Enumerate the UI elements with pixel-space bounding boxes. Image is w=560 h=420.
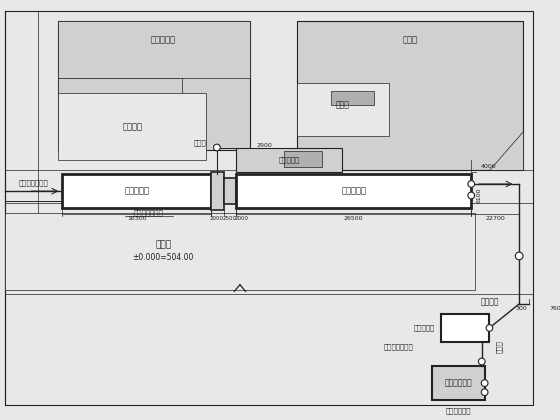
Circle shape (481, 380, 488, 386)
Bar (58, 21, 250, 150)
Text: 2000: 2000 (235, 216, 249, 221)
Text: 进水管（废水）: 进水管（废水） (134, 209, 164, 215)
Text: 新建风机房: 新建风机房 (278, 157, 300, 163)
Text: 6100: 6100 (477, 188, 482, 203)
Text: 4000: 4000 (480, 164, 496, 169)
Bar (58, 21, 250, 79)
Circle shape (468, 192, 474, 199)
Circle shape (481, 389, 488, 396)
Circle shape (213, 144, 220, 151)
Circle shape (515, 252, 523, 260)
Text: 接入市政管网: 接入市政管网 (446, 407, 471, 414)
Bar (331, 91, 374, 105)
Text: 溢流管: 溢流管 (496, 341, 502, 354)
Text: 2500: 2500 (222, 216, 236, 221)
Text: 新建化粪池: 新建化粪池 (124, 186, 150, 196)
Bar (441, 313, 489, 342)
Circle shape (478, 358, 485, 365)
Text: 16300: 16300 (127, 216, 147, 221)
Text: 放射科: 放射科 (335, 101, 349, 110)
Text: 厕所内站: 厕所内站 (480, 297, 499, 307)
Bar (5, 213, 475, 289)
Bar (297, 83, 389, 136)
Bar (236, 147, 342, 173)
Text: 原污水处理站: 原污水处理站 (445, 378, 472, 388)
Text: 300: 300 (515, 306, 527, 311)
Text: 进水管（污水）: 进水管（污水） (18, 179, 49, 186)
Bar (432, 366, 484, 400)
Circle shape (486, 325, 493, 331)
Text: 溢流管: 溢流管 (193, 139, 206, 146)
Text: 保健助用房: 保健助用房 (151, 36, 176, 45)
Bar (297, 21, 523, 170)
Text: 新建生化池: 新建生化池 (341, 186, 366, 196)
Text: 22700: 22700 (486, 216, 505, 221)
Bar (223, 178, 236, 204)
Text: ±0.000=504.00: ±0.000=504.00 (133, 253, 194, 262)
Text: 新建集水池: 新建集水池 (413, 325, 435, 331)
Text: 26500: 26500 (344, 216, 363, 221)
Bar (58, 93, 206, 160)
Polygon shape (489, 131, 523, 170)
Text: 住院楼: 住院楼 (155, 240, 171, 249)
Text: 2900: 2900 (257, 143, 273, 148)
Text: 此段为泵提升管: 此段为泵提升管 (384, 344, 413, 350)
Bar (62, 174, 211, 208)
Bar (58, 79, 183, 150)
Text: 2000: 2000 (210, 216, 224, 221)
Text: 门诊楼: 门诊楼 (402, 36, 417, 45)
Circle shape (468, 181, 474, 187)
Text: 7600: 7600 (550, 306, 560, 311)
Bar (284, 151, 323, 167)
Bar (211, 173, 223, 210)
Bar (236, 174, 471, 208)
Text: 集中绿地: 集中绿地 (123, 122, 142, 131)
